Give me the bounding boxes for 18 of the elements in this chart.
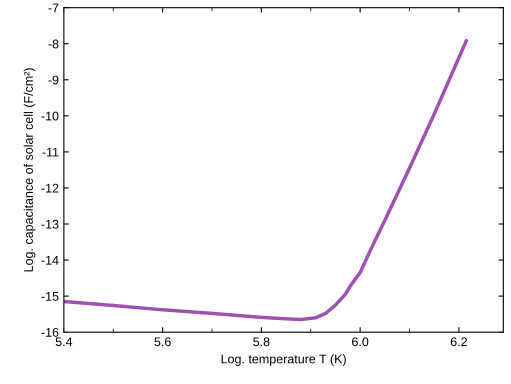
y-tick-label: -13: [42, 220, 58, 229]
y-tick-label: -14: [42, 256, 59, 265]
x-axis-title: Log. temperature T (K): [222, 354, 346, 366]
x-tick-label: 6.0: [352, 337, 368, 346]
y-axis-title: Log. capacitance of solar cell (F/cm²): [24, 68, 36, 272]
x-tick-label: 5.4: [56, 337, 72, 346]
y-tick-label: -9: [48, 76, 58, 84]
y-tick-label: -7: [48, 4, 58, 12]
line-series: [64, 39, 468, 322]
x-tick-label: 5.6: [154, 337, 171, 346]
y-tick-label: -15: [42, 292, 58, 301]
x-tick-label: 5.8: [253, 337, 270, 346]
y-tick-label: -10: [42, 112, 59, 120]
y-tick-label: -16: [42, 328, 58, 337]
y-tick-label: -8: [48, 40, 58, 48]
y-tick-label: -12: [42, 184, 58, 192]
y-tick-label: -11: [42, 148, 58, 156]
x-tick-label: 6.2: [450, 337, 467, 346]
